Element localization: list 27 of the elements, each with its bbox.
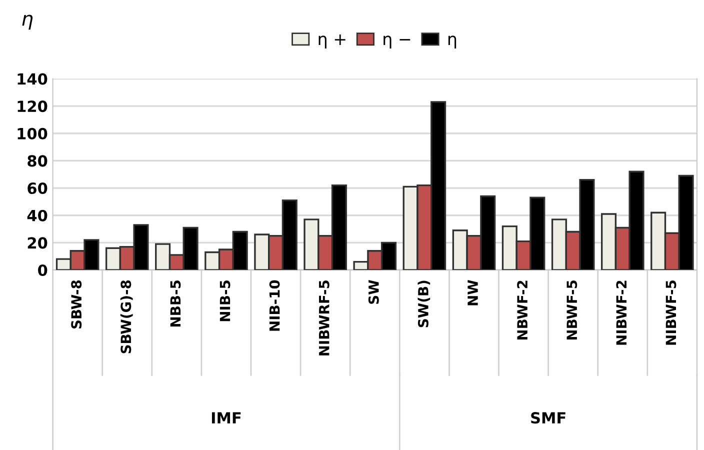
x-tick-label: NIBWF-2 [616, 280, 626, 345]
y-tick-label: 100 [18, 128, 48, 140]
text: IMF [212, 412, 241, 424]
x-tick-label: NW [468, 280, 478, 306]
x-tick-label: SW [368, 280, 379, 304]
legend-label: η [448, 36, 456, 48]
y-tick-label: 60 [28, 182, 48, 194]
x-tick-label: NIBWF-5 [666, 280, 676, 345]
x-tick-label: NBWF-5 [566, 280, 578, 340]
text: SMF [531, 412, 566, 424]
legend-label: η + [318, 34, 346, 48]
y-tick-label: 80 [28, 155, 48, 167]
y-axis-title: η [22, 14, 33, 30]
x-tick-label: SW(B) [418, 280, 430, 328]
legend-label: η − [384, 36, 410, 48]
x-tick-label: NBB-5 [170, 280, 181, 327]
x-tick-label: SBW(G)-8 [120, 280, 133, 354]
x-tick-label: NIBWRF-5 [319, 280, 330, 356]
y-tick-label: 20 [28, 237, 48, 249]
x-tick-label: SBW-8 [71, 280, 82, 329]
x-tick-label: NBWF-2 [517, 280, 528, 340]
y-tick-label: 120 [18, 100, 48, 112]
y-tick-label: 40 [27, 210, 48, 222]
x-tick-label: NIB-5 [220, 280, 230, 322]
y-tick-label: 140 [18, 73, 48, 85]
x-tick-label: NIB-10 [269, 280, 280, 331]
y-tick-label: 0 [38, 264, 48, 276]
